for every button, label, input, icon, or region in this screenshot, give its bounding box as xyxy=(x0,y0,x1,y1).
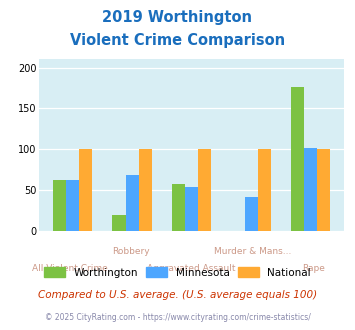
Bar xyxy=(113,214,126,231)
Bar xyxy=(66,180,79,231)
Text: Robbery: Robbery xyxy=(112,248,149,256)
Bar xyxy=(185,187,198,231)
Text: Murder & Mans...: Murder & Mans... xyxy=(214,248,291,256)
Bar xyxy=(304,148,317,231)
Bar xyxy=(79,149,92,231)
Text: Rape: Rape xyxy=(302,264,325,273)
Bar xyxy=(291,87,304,231)
Legend: Worthington, Minnesota, National: Worthington, Minnesota, National xyxy=(40,263,315,282)
Text: © 2025 CityRating.com - https://www.cityrating.com/crime-statistics/: © 2025 CityRating.com - https://www.city… xyxy=(45,314,310,322)
Bar xyxy=(139,149,152,231)
Text: Compared to U.S. average. (U.S. average equals 100): Compared to U.S. average. (U.S. average … xyxy=(38,290,317,300)
Bar xyxy=(53,180,66,231)
Text: Aggravated Assault: Aggravated Assault xyxy=(147,264,236,273)
Bar xyxy=(172,183,185,231)
Bar xyxy=(245,197,258,231)
Bar xyxy=(317,149,331,231)
Bar xyxy=(258,149,271,231)
Text: All Violent Crime: All Violent Crime xyxy=(32,264,108,273)
Bar xyxy=(126,176,139,231)
Text: 2019 Worthington: 2019 Worthington xyxy=(103,10,252,25)
Bar xyxy=(198,149,211,231)
Text: Violent Crime Comparison: Violent Crime Comparison xyxy=(70,33,285,48)
